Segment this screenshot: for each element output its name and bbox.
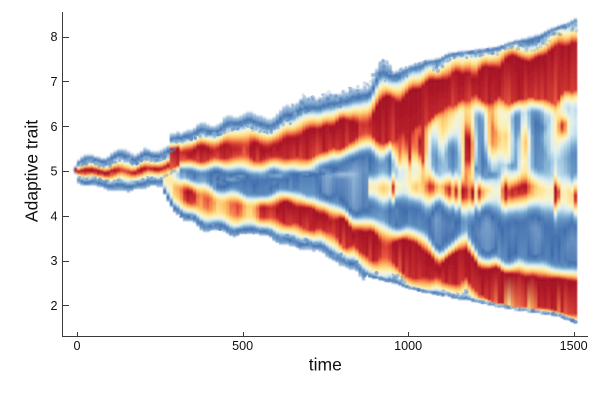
svg-text:1500: 1500 (560, 339, 588, 353)
svg-text:500: 500 (232, 339, 253, 353)
svg-text:1000: 1000 (394, 339, 422, 353)
svg-text:8: 8 (50, 30, 57, 44)
svg-text:5: 5 (50, 165, 57, 179)
svg-text:3: 3 (50, 254, 57, 268)
svg-text:7: 7 (50, 75, 57, 89)
svg-text:6: 6 (50, 120, 57, 134)
svg-text:time: time (309, 354, 342, 374)
svg-text:2: 2 (50, 299, 57, 313)
svg-text:0: 0 (73, 339, 80, 353)
svg-text:4: 4 (50, 209, 57, 223)
svg-text:Adaptive trait: Adaptive trait (22, 120, 42, 222)
